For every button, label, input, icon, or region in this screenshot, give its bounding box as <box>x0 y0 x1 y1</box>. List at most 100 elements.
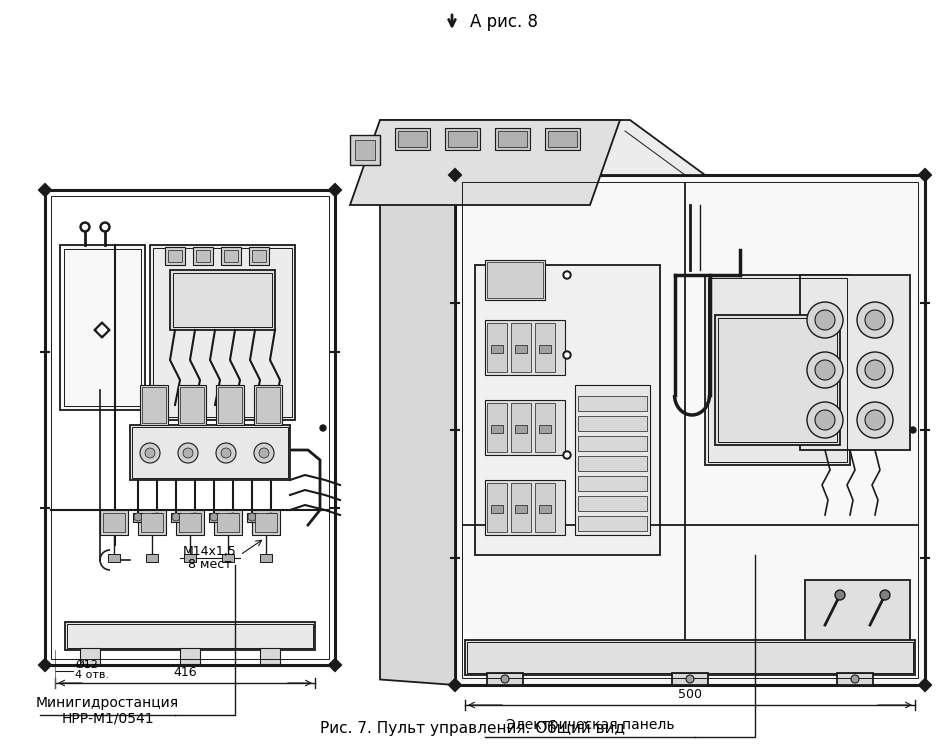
Bar <box>133 513 143 522</box>
Polygon shape <box>328 658 342 672</box>
Polygon shape <box>447 168 462 182</box>
Bar <box>538 345 550 353</box>
Polygon shape <box>97 326 107 334</box>
Circle shape <box>102 224 108 230</box>
Circle shape <box>834 590 844 600</box>
Bar <box>484 400 565 455</box>
Bar <box>209 513 219 522</box>
Bar <box>486 483 507 532</box>
Bar <box>260 648 279 665</box>
Bar <box>538 425 550 433</box>
Bar <box>103 513 125 532</box>
Circle shape <box>563 271 570 279</box>
Bar <box>51 196 329 659</box>
Bar <box>265 513 276 522</box>
Bar <box>173 273 272 327</box>
Text: 500: 500 <box>677 688 701 701</box>
Circle shape <box>806 402 842 438</box>
Text: Минигидростанция: Минигидростанция <box>36 696 178 710</box>
Bar <box>100 510 127 535</box>
Bar <box>67 624 312 648</box>
Circle shape <box>221 448 230 458</box>
Circle shape <box>856 352 892 388</box>
Bar <box>260 554 272 562</box>
Bar <box>216 385 244 425</box>
Bar <box>397 131 427 147</box>
Bar <box>65 622 314 650</box>
Bar <box>491 505 502 513</box>
Bar <box>486 673 522 685</box>
Text: 4 отв.: 4 отв. <box>75 670 109 680</box>
Bar <box>138 510 166 535</box>
Bar <box>80 648 100 665</box>
Bar <box>221 247 241 265</box>
Circle shape <box>191 513 199 521</box>
Circle shape <box>806 302 842 338</box>
Bar <box>45 190 334 665</box>
Bar <box>108 554 120 562</box>
Bar <box>704 275 849 465</box>
Bar <box>399 95 929 690</box>
Bar <box>511 483 531 532</box>
Circle shape <box>814 360 834 380</box>
Bar <box>59 245 144 410</box>
Text: М14х1,5: М14х1,5 <box>183 545 237 559</box>
Circle shape <box>864 360 885 380</box>
Circle shape <box>856 302 892 338</box>
Bar <box>165 247 185 265</box>
Circle shape <box>100 222 110 232</box>
Bar <box>475 265 659 555</box>
Bar <box>486 403 507 452</box>
Circle shape <box>177 443 198 463</box>
Bar <box>217 513 239 532</box>
Bar <box>64 249 141 406</box>
Bar <box>179 648 200 665</box>
Bar <box>171 513 181 522</box>
Bar <box>578 496 647 511</box>
Bar <box>222 554 234 562</box>
Bar <box>491 425 502 433</box>
Circle shape <box>247 513 256 521</box>
Circle shape <box>140 443 160 463</box>
Bar <box>178 513 201 532</box>
Polygon shape <box>379 120 454 685</box>
Bar <box>142 387 166 423</box>
Circle shape <box>210 513 218 521</box>
Bar <box>168 250 182 262</box>
Polygon shape <box>328 183 342 197</box>
Bar <box>534 323 554 372</box>
Bar <box>150 245 295 420</box>
Circle shape <box>82 224 88 230</box>
Bar <box>514 505 527 513</box>
Bar <box>176 510 204 535</box>
Text: A рис. 8: A рис. 8 <box>469 13 537 31</box>
Bar <box>177 385 206 425</box>
Bar <box>707 278 846 462</box>
Text: НРР-М1/0541: НРР-М1/0541 <box>61 712 154 726</box>
Bar <box>836 673 872 685</box>
Bar <box>462 182 917 678</box>
Bar <box>152 513 161 522</box>
Circle shape <box>563 451 570 459</box>
Bar <box>349 135 379 165</box>
Circle shape <box>685 675 693 683</box>
Bar <box>190 513 200 522</box>
Circle shape <box>565 353 568 357</box>
Bar <box>184 554 195 562</box>
Bar <box>153 248 292 417</box>
Bar <box>578 516 647 531</box>
Bar <box>538 505 550 513</box>
Bar <box>511 403 531 452</box>
Bar <box>671 673 707 685</box>
Polygon shape <box>379 120 704 175</box>
Bar <box>228 513 238 522</box>
Bar <box>578 456 647 471</box>
Circle shape <box>259 448 269 458</box>
Text: Рис. 7. Пульт управления. Общий вид: Рис. 7. Пульт управления. Общий вид <box>319 720 624 736</box>
Bar <box>495 128 530 150</box>
Bar <box>213 510 242 535</box>
Circle shape <box>80 222 90 232</box>
Bar <box>497 131 527 147</box>
Bar <box>445 128 480 150</box>
Circle shape <box>216 443 236 463</box>
